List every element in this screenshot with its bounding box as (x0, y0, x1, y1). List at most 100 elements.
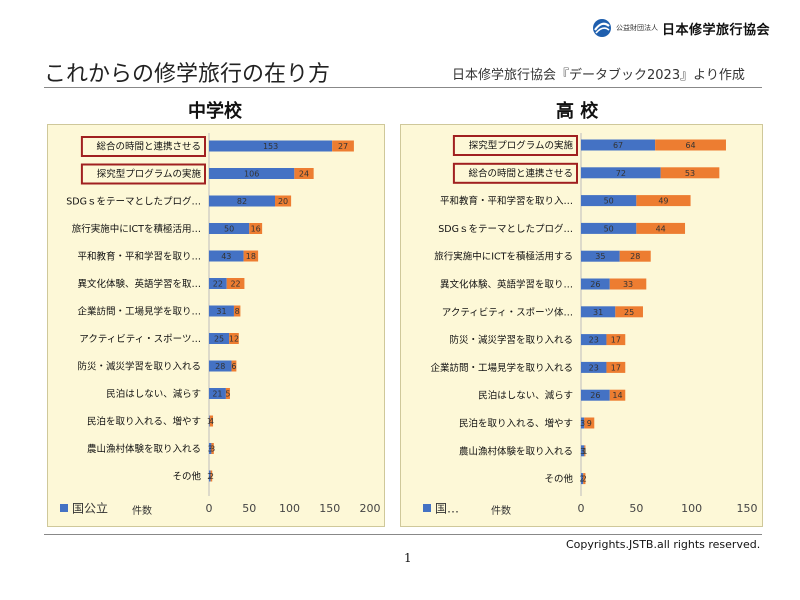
data-label: 16 (251, 225, 261, 234)
bar-segment-a (581, 278, 610, 290)
organization-logo: 公益財団法人 日本修学旅行協会 (592, 18, 770, 38)
bar-segment-b (606, 334, 626, 346)
highlight-box (80, 136, 206, 157)
data-label: 31 (593, 308, 603, 317)
bar-segment-a (581, 361, 607, 373)
data-label: 153 (263, 142, 278, 151)
category-label: 平和教育・平和学習を取り入… (440, 195, 573, 207)
data-label: 3 (208, 445, 213, 454)
data-label: 23 (589, 363, 599, 372)
data-label: 9 (587, 419, 592, 428)
category-label: 総合の時間と連携させる (468, 167, 573, 179)
logo-mark-icon (593, 19, 611, 37)
bar-segment-a (209, 195, 276, 207)
high-school-bar-chart: 探究型プログラムの実施 67 64 総合の時間と連携させる 72 53 平和教育・平和学習を… (423, 133, 758, 517)
bar-segment-b (243, 250, 259, 262)
data-label: 27 (338, 142, 348, 151)
x-tick-label: 0 (578, 502, 585, 515)
bar-segment-b (609, 278, 647, 290)
data-label: 26 (590, 391, 600, 400)
x-tick-label: 50 (242, 502, 256, 515)
bar-segment-b (231, 360, 237, 372)
bar-segment-a (581, 306, 616, 318)
data-label: 53 (685, 169, 695, 178)
category-label: 異文化体験、英語学習を取… (77, 278, 201, 290)
x-axis-unit-label: 件数 (491, 504, 511, 517)
data-label: 24 (299, 170, 309, 179)
bar-segment-b (211, 443, 214, 454)
data-label: 49 (658, 197, 668, 206)
category-label: 探究型プログラムの実施 (469, 140, 574, 152)
legend-swatch (423, 504, 431, 512)
bar-segment-a (209, 250, 244, 262)
data-label: 3 (210, 445, 215, 454)
bar-segment-a (581, 250, 620, 262)
data-label: 21 (212, 390, 222, 399)
data-label: 82 (237, 197, 247, 206)
category-label: その他 (544, 473, 573, 485)
data-label: 1 (207, 417, 212, 426)
bar-segment-b (655, 139, 726, 151)
x-axis-unit-label: 件数 (132, 504, 152, 517)
x-tick-label: 150 (319, 502, 340, 515)
category-label: 民泊はしない、減らす (106, 388, 201, 400)
bar-segment-b (636, 222, 686, 234)
data-label: 106 (244, 170, 259, 179)
category-label: 旅行実施中にICTを積極活用… (72, 223, 201, 235)
bar-segment-a (581, 473, 584, 485)
category-label: 民泊はしない、減らす (478, 390, 573, 402)
x-tick-label: 100 (681, 502, 702, 515)
category-label: 探究型プログラムの実施 (97, 168, 202, 180)
chart-panel-high-school: 探究型プログラムの実施 67 64 総合の時間と連携させる 72 53 平和教育・平和学習を… (400, 124, 763, 527)
category-label: 農山漁村体験を取り入れる (87, 443, 201, 455)
bar-segment-b (225, 388, 230, 399)
bar-segment-a (209, 168, 295, 179)
bar-segment-b (660, 167, 720, 179)
category-label: その他 (172, 471, 201, 483)
legend-swatch (60, 504, 68, 512)
bar-segment-a (581, 222, 637, 234)
bar-segment-b (233, 305, 241, 317)
category-label: アクティビティ・スポーツ… (79, 334, 201, 345)
data-label: 28 (630, 252, 640, 261)
x-tick-label: 0 (206, 502, 213, 515)
data-label: 50 (604, 197, 614, 206)
bar-segment-a (581, 389, 610, 401)
bar-segment-a (209, 333, 230, 344)
data-label: 31 (216, 307, 226, 316)
bar-segment-b (332, 140, 354, 152)
category-label: SDGｓをテーマとしたプログ… (438, 223, 573, 235)
data-label: 23 (589, 336, 599, 345)
bar-segment-a (209, 443, 212, 454)
chart-title-high-school: 高 校 (556, 101, 599, 122)
data-label: 18 (246, 252, 256, 261)
category-label: アクティビティ・スポーツ体… (442, 306, 573, 318)
bar-segment-a (581, 445, 585, 457)
category-label: 民泊を取り入れる、増やす (87, 416, 201, 428)
highlight-box (452, 135, 578, 156)
category-label: 防災・減災学習を取り入れる (449, 334, 573, 346)
data-label: 50 (604, 224, 614, 233)
data-label: 6 (231, 362, 236, 371)
title-divider (44, 87, 762, 88)
data-label: 28 (215, 362, 225, 371)
data-label: 33 (623, 280, 633, 289)
bar-segment-b (583, 473, 586, 485)
bar-segment-b (294, 168, 314, 179)
data-label: 22 (230, 280, 240, 289)
x-tick-label: 100 (279, 502, 300, 515)
bar-segment-b (210, 470, 213, 482)
data-label: 25 (214, 335, 224, 344)
logo-subtitle: 公益財団法人 (616, 24, 658, 32)
chart-title-junior-high: 中学校 (188, 101, 242, 122)
chart-panel-junior-high: 総合の時間と連携させる 153 27 探究型プログラムの実施 106 24 SDGｓをテーマ… (47, 124, 385, 527)
data-label: 35 (595, 252, 605, 261)
bar-segment-b (229, 333, 239, 344)
bar-segment-b (636, 195, 691, 207)
bar-segment-b (584, 417, 595, 429)
bar-segment-a (209, 223, 250, 234)
bar-segment-a (581, 167, 661, 179)
footer-divider (44, 534, 762, 535)
category-label: 異文化体験、英語学習を取り… (440, 279, 573, 291)
